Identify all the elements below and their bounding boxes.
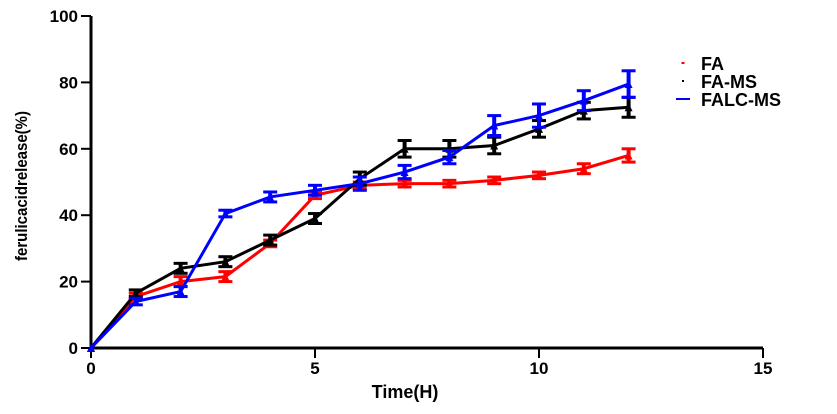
data-point bbox=[442, 178, 457, 189]
marker bbox=[490, 141, 499, 150]
marker bbox=[176, 277, 185, 286]
data-point bbox=[87, 344, 95, 352]
marker bbox=[266, 236, 275, 245]
marker bbox=[535, 124, 543, 133]
series-falc-ms bbox=[87, 69, 636, 352]
data-point bbox=[263, 233, 278, 247]
legend-item: FA bbox=[681, 54, 724, 74]
series-fa-ms bbox=[87, 95, 636, 352]
data-point bbox=[442, 148, 457, 166]
axes: 0 20 40 60 80 100 0 5 10 15 bbox=[50, 7, 773, 378]
y-tick-label: 80 bbox=[59, 73, 78, 92]
data-point bbox=[487, 114, 502, 138]
marker bbox=[221, 257, 230, 266]
marker bbox=[221, 272, 230, 281]
marker bbox=[87, 344, 95, 352]
marker bbox=[400, 168, 409, 177]
x-tick-label: 15 bbox=[754, 359, 773, 378]
data-point bbox=[308, 212, 322, 225]
data-point bbox=[397, 178, 412, 189]
x-tick-label: 5 bbox=[310, 359, 319, 378]
marker bbox=[311, 214, 319, 223]
data-point bbox=[487, 175, 502, 186]
legend-label: FA-MS bbox=[701, 72, 757, 92]
data-point bbox=[218, 255, 233, 269]
data-point bbox=[621, 69, 636, 99]
marker bbox=[221, 209, 230, 218]
marker bbox=[266, 192, 275, 201]
series-line bbox=[89, 105, 629, 349]
marker bbox=[176, 287, 185, 296]
marker bbox=[131, 297, 140, 306]
legend-item: FA-MS bbox=[682, 72, 757, 92]
data-point bbox=[128, 288, 143, 299]
x-tick-label: 10 bbox=[530, 359, 549, 378]
marker bbox=[400, 179, 409, 188]
legend-item: FALC-MS bbox=[676, 90, 781, 110]
marker bbox=[355, 179, 364, 188]
data-point bbox=[576, 89, 591, 113]
y-tick-label: 60 bbox=[59, 140, 78, 159]
marker bbox=[535, 111, 543, 120]
data-point bbox=[263, 190, 278, 204]
marker bbox=[579, 96, 588, 105]
data-point bbox=[487, 135, 502, 156]
marker bbox=[535, 171, 543, 180]
marker bbox=[624, 103, 633, 112]
data-point bbox=[173, 261, 188, 275]
data-point bbox=[218, 270, 233, 284]
data-point bbox=[352, 175, 367, 192]
marker bbox=[131, 289, 140, 298]
marker bbox=[311, 186, 319, 195]
data-point bbox=[532, 102, 546, 129]
data-point bbox=[128, 296, 143, 307]
marker bbox=[445, 179, 454, 188]
x-axis-label: Time(H) bbox=[372, 382, 439, 402]
y-tick-label: 100 bbox=[50, 7, 78, 26]
marker bbox=[624, 80, 633, 89]
y-axis-label: ferulicacidrelease(%) bbox=[12, 111, 31, 261]
marker bbox=[490, 121, 499, 130]
data-point bbox=[532, 170, 546, 181]
marker bbox=[579, 164, 588, 173]
marker bbox=[490, 176, 499, 185]
data-point bbox=[308, 183, 322, 197]
y-tick-label: 0 bbox=[69, 339, 78, 358]
marker bbox=[445, 153, 454, 162]
y-tick-label: 20 bbox=[59, 273, 78, 292]
series-group bbox=[87, 69, 636, 352]
marker bbox=[176, 264, 185, 273]
data-point bbox=[173, 285, 188, 299]
x-tick-label: 0 bbox=[86, 359, 95, 378]
marker bbox=[400, 144, 409, 153]
data-point bbox=[397, 163, 412, 181]
data-point bbox=[576, 162, 591, 176]
legend-label: FA bbox=[701, 54, 724, 74]
y-tick-label: 40 bbox=[59, 206, 78, 225]
marker bbox=[624, 151, 633, 160]
data-point bbox=[397, 139, 412, 159]
legend-label: FALC-MS bbox=[701, 90, 781, 110]
data-point bbox=[621, 147, 636, 164]
data-point bbox=[218, 208, 233, 219]
